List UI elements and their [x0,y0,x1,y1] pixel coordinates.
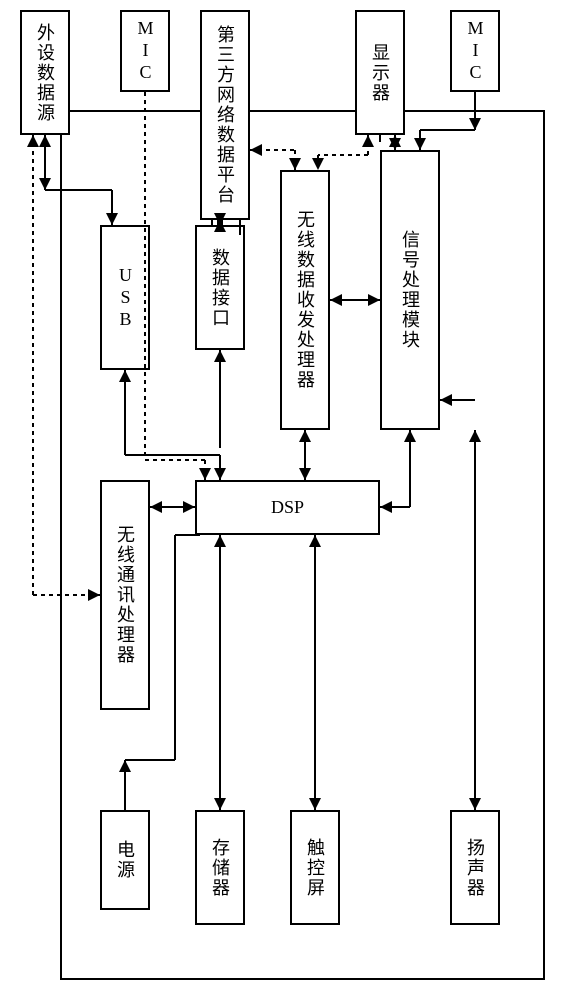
label-wireless-comm: 无线通讯处理器 [112,525,138,665]
block-signal-proc: 信号处理模块 [380,150,440,430]
block-external-data-source: 外设数据源 [20,10,70,135]
label-wireless-txrx: 无线数据收发处理器 [292,210,318,390]
block-usb: USB [100,225,150,370]
block-display: 显示器 [355,10,405,135]
label-third-party: 第三方网络数据平台 [212,25,238,205]
label-mic-top-left: MIC [135,18,156,84]
label-mic-top-right: MIC [465,18,486,84]
block-mic-top-right: MIC [450,10,500,92]
block-speaker: 扬声器 [450,810,500,925]
label-display: 显示器 [367,43,393,103]
label-touch: 触控屏 [302,838,328,898]
label-storage: 存储器 [207,838,233,898]
label-usb: USB [115,265,136,331]
label-power: 电源 [112,840,138,880]
block-dsp: DSP [195,480,380,535]
label-signal-proc: 信号处理模块 [397,230,423,350]
block-wireless-txrx: 无线数据收发处理器 [280,170,330,430]
block-mic-top-left: MIC [120,10,170,92]
label-speaker: 扬声器 [462,838,488,898]
block-wireless-comm: 无线通讯处理器 [100,480,150,710]
block-data-interface: 数据接口 [195,225,245,350]
label-data-interface: 数据接口 [207,248,233,328]
block-touch: 触控屏 [290,810,340,925]
block-third-party: 第三方网络数据平台 [200,10,250,220]
block-power: 电源 [100,810,150,910]
label-dsp: DSP [271,497,304,518]
block-storage: 存储器 [195,810,245,925]
label-external-data-source: 外设数据源 [32,23,58,123]
